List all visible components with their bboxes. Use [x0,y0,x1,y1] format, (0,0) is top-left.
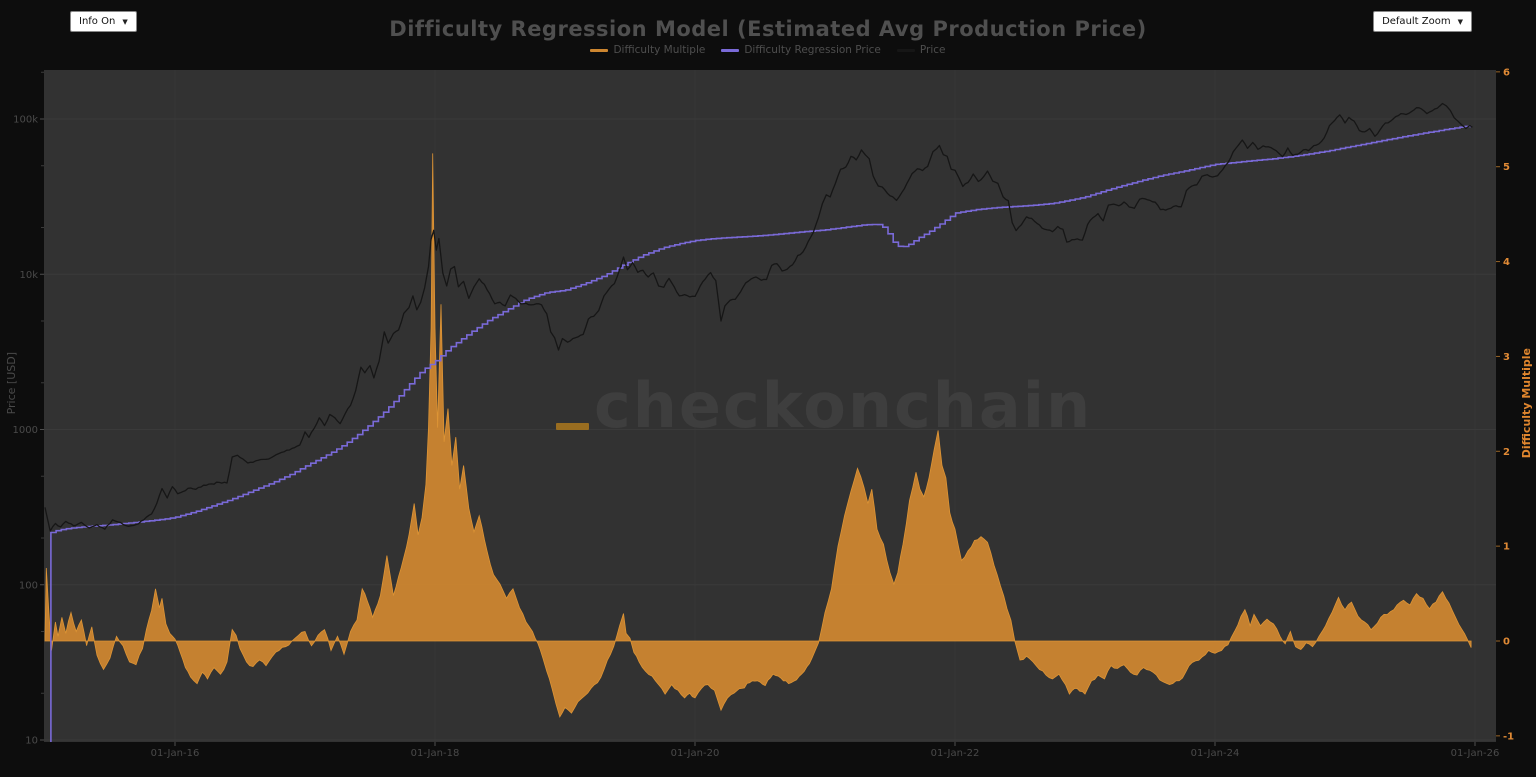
multiple-tick-label: 2 [1503,447,1510,458]
watermark-text: checkonchain [594,369,1092,442]
multiple-tick-label: -1 [1503,731,1514,742]
caret-down-icon: ▼ [122,17,128,26]
date-tick-label: 01-Jan-26 [1451,748,1500,759]
difficulty-multiple-area [44,153,1472,718]
multiple-tick-label: 1 [1503,542,1510,553]
price-tick-label: 1000 [13,425,38,436]
multiple-tick-label: 3 [1503,352,1510,363]
axis-tick-marks [40,71,1500,746]
price-swatch-icon [896,48,915,52]
chart-series [44,102,1473,742]
difficulty-multiple-swatch-icon [590,48,609,52]
multiple-tick-label: 6 [1503,67,1510,78]
legend-item-price[interactable]: Price [896,44,946,56]
date-tick-label: 01-Jan-20 [671,748,720,759]
price-tick-label: 100 [19,580,38,591]
zoom-dropdown-label: Default Zoom [1382,16,1451,27]
multiple-tick-label: 4 [1503,257,1510,268]
multiple-tick-label: 0 [1503,637,1510,648]
caret-down-icon: ▼ [1457,17,1463,26]
legend-label: Price [919,44,946,56]
regression-price-line [50,125,1472,742]
multiple-tick-label: 5 [1503,162,1510,173]
price-tick-label: 10 [25,736,38,747]
watermark: checkonchain [556,369,1092,442]
price-line [44,102,1473,532]
regression-price-swatch-icon [721,48,740,52]
legend-item-regression-price[interactable]: Difficulty Regression Price [721,44,881,56]
date-tick-label: 01-Jan-16 [151,748,200,759]
info-dropdown-label: Info On [79,16,116,27]
price-tick-label: 10k [19,270,38,281]
legend-item-difficulty-multiple[interactable]: Difficulty Multiple [590,44,705,56]
legend-label: Difficulty Regression Price [744,44,881,56]
gridlines [44,70,1496,742]
watermark-underscore [556,423,589,430]
date-tick-label: 01-Jan-24 [1191,748,1240,759]
date-tick-label: 01-Jan-22 [931,748,980,759]
date-tick-label: 01-Jan-18 [411,748,460,759]
zoom-dropdown[interactable]: Default Zoom ▼ [1373,11,1472,32]
chart-legend: Difficulty Multiple Difficulty Regressio… [0,44,1536,56]
price-tick-label: 100k [13,115,38,126]
legend-label: Difficulty Multiple [613,44,706,56]
info-dropdown[interactable]: Info On ▼ [70,11,137,32]
